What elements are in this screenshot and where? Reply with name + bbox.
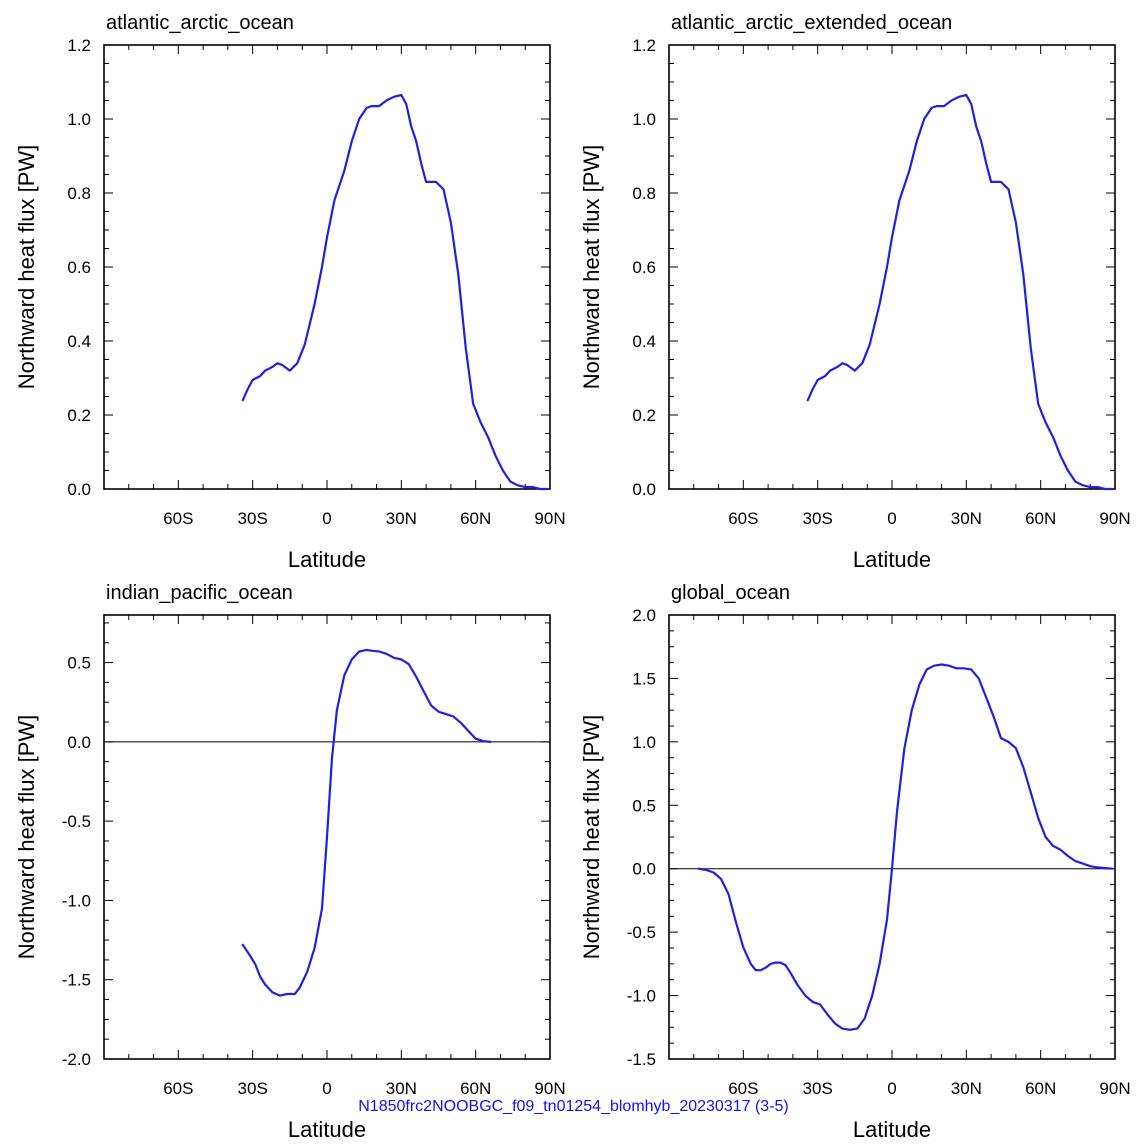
plot-frame — [668, 44, 1116, 490]
plot-frame — [103, 44, 551, 490]
y-tick-label: -1.5 — [62, 971, 91, 990]
x-tick-label: 60S — [728, 1079, 758, 1098]
y-axis-label: Northward heat flux [PW] — [579, 715, 604, 960]
x-axis-label: Latitude — [288, 547, 366, 572]
x-axis-label: Latitude — [288, 1117, 366, 1142]
y-tick-label: 0.5 — [632, 796, 656, 815]
x-tick-label: 30S — [238, 1079, 268, 1098]
x-tick-label: 0 — [887, 1079, 896, 1098]
y-axis-label: Northward heat flux [PW] — [14, 145, 39, 390]
chart-panel-1: 60S 30S 0 30N 60N 90N 0.0 0.2 0.4 0.6 0.8 1.0 1.2 atl… — [14, 12, 566, 572]
y-tick-label: 0.4 — [67, 332, 91, 351]
y-tick-label: 0.0 — [67, 733, 91, 752]
y-tick-label: -1.0 — [62, 891, 91, 910]
y-tick-label: 0.0 — [67, 480, 91, 499]
series-line — [806, 93, 1114, 491]
y-tick-label: 2.0 — [632, 606, 656, 625]
y-tick-label: 0.2 — [67, 406, 91, 425]
x-tick-label: 60N — [460, 509, 491, 528]
x-tick-label: 0 — [322, 1079, 331, 1098]
y-tick-label: -1.0 — [627, 987, 656, 1006]
x-tick-label: 60S — [728, 509, 758, 528]
x-tick-label: 60N — [1025, 509, 1056, 528]
x-tick-label: 60S — [163, 509, 193, 528]
chart-panel-4: 60S 30S 0 30N 60N 90N -1.5 -1.0 -0.5 0.0 0.5 1.0 1.5… — [579, 582, 1131, 1142]
panel-title: atlantic_arctic_extended_ocean — [671, 12, 952, 34]
series-line — [697, 663, 1114, 1031]
y-tick-label: 0.8 — [67, 184, 91, 203]
x-tick-label: 90N — [534, 1079, 565, 1098]
x-tick-label: 90N — [1099, 1079, 1130, 1098]
panel-title: atlantic_arctic_ocean — [106, 12, 294, 34]
y-tick-label: 0.5 — [67, 654, 91, 673]
x-tick-label: 30N — [386, 1079, 417, 1098]
y-tick-label: 1.2 — [632, 36, 656, 55]
y-tick-label: 0.6 — [632, 258, 656, 277]
x-tick-label: 30N — [386, 509, 417, 528]
x-tick-label: 0 — [887, 509, 896, 528]
x-tick-label: 90N — [534, 509, 565, 528]
y-tick-label: 1.0 — [632, 733, 656, 752]
x-tick-label: 0 — [322, 509, 331, 528]
y-axis-label: Northward heat flux [PW] — [579, 145, 604, 390]
y-tick-label: 0.8 — [632, 184, 656, 203]
y-tick-label: 1.2 — [67, 36, 91, 55]
x-tick-label: 30N — [951, 509, 982, 528]
series-line — [241, 93, 549, 491]
y-tick-label: 1.0 — [67, 110, 91, 129]
y-tick-label: 0.0 — [632, 480, 656, 499]
x-tick-label: 30S — [238, 509, 268, 528]
footer-caption: N1850frc2NOOBGC_f09_tn01254_blomhyb_2023… — [358, 1098, 789, 1115]
x-tick-label: 60S — [163, 1079, 193, 1098]
y-tick-label: 0.6 — [67, 258, 91, 277]
x-tick-label: 90N — [1099, 509, 1130, 528]
x-tick-label: 60N — [1025, 1079, 1056, 1098]
x-tick-label: 60N — [460, 1079, 491, 1098]
x-tick-label: 30S — [803, 509, 833, 528]
y-tick-label: 0.4 — [632, 332, 656, 351]
y-tick-label: 1.0 — [632, 110, 656, 129]
y-tick-label: -0.5 — [62, 812, 91, 831]
series-line — [241, 648, 492, 997]
x-tick-label: 30N — [951, 1079, 982, 1098]
y-tick-label: 1.5 — [632, 669, 656, 688]
y-tick-label: -2.0 — [62, 1050, 91, 1069]
x-tick-label: 30S — [803, 1079, 833, 1098]
x-axis-label: Latitude — [853, 547, 931, 572]
chart-panel-2: 60S 30S 0 30N 60N 90N 0.0 0.2 0.4 0.6 0.8 1.0 1.2 atl… — [579, 12, 1131, 572]
y-tick-label: -1.5 — [627, 1050, 656, 1069]
chart-panel-3: 60S 30S 0 30N 60N 90N -2.0 -1.5 -1.0 -0.5 0.0 0.5 in… — [14, 582, 566, 1142]
panel-title: global_ocean — [671, 582, 790, 604]
panel-title: indian_pacific_ocean — [106, 582, 293, 604]
y-axis-label: Northward heat flux [PW] — [14, 715, 39, 960]
y-tick-label: -0.5 — [627, 923, 656, 942]
plot-frame — [668, 614, 1116, 1060]
x-axis-label: Latitude — [853, 1117, 931, 1142]
y-tick-label: 0.0 — [632, 860, 656, 879]
y-tick-label: 0.2 — [632, 406, 656, 425]
